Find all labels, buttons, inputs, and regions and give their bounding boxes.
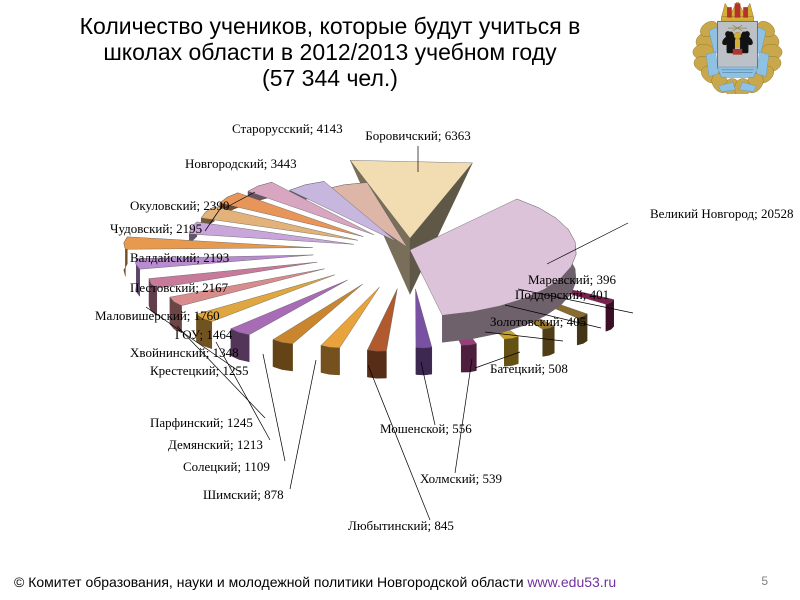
svg-text:Демянский; 1213: Демянский; 1213 — [168, 437, 263, 452]
svg-text:Старорусский; 4143: Старорусский; 4143 — [232, 121, 343, 136]
svg-text:Батецкий; 508: Батецкий; 508 — [490, 361, 568, 376]
svg-text:Холмский; 539: Холмский; 539 — [420, 471, 502, 486]
svg-text:Золотовский; 405: Золотовский; 405 — [490, 314, 586, 329]
svg-text:Чудовский; 2195: Чудовский; 2195 — [110, 221, 202, 236]
svg-text:Поддорский; 401: Поддорский; 401 — [515, 287, 609, 302]
svg-text:Маревский; 396: Маревский; 396 — [528, 272, 617, 287]
svg-text:Любытинский; 845: Любытинский; 845 — [348, 518, 454, 533]
svg-text:Маловишерский; 1760: Маловишерский; 1760 — [95, 308, 220, 323]
svg-text:Пестовский; 2167: Пестовский; 2167 — [130, 280, 229, 295]
svg-text:Боровичский; 6363: Боровичский; 6363 — [365, 128, 470, 143]
svg-text:Хвойнинский; 1348: Хвойнинский; 1348 — [130, 345, 239, 360]
svg-text:Великий Новгород; 20528: Великий Новгород; 20528 — [650, 206, 794, 221]
svg-text:Крестецкий; 1255: Крестецкий; 1255 — [150, 363, 249, 378]
svg-text:Шимский; 878: Шимский; 878 — [203, 487, 284, 502]
svg-text:Парфинский; 1245: Парфинский; 1245 — [150, 415, 253, 430]
svg-text:Новгородский; 3443: Новгородский; 3443 — [185, 156, 297, 171]
svg-text:Валдайский; 2193: Валдайский; 2193 — [130, 250, 229, 265]
svg-text:Солецкий; 1109: Солецкий; 1109 — [183, 459, 270, 474]
svg-text:Окуловский; 2390: Окуловский; 2390 — [130, 198, 229, 213]
svg-text:ГОУ; 1464: ГОУ; 1464 — [175, 327, 233, 342]
svg-text:Мошенской; 556: Мошенской; 556 — [380, 421, 472, 436]
